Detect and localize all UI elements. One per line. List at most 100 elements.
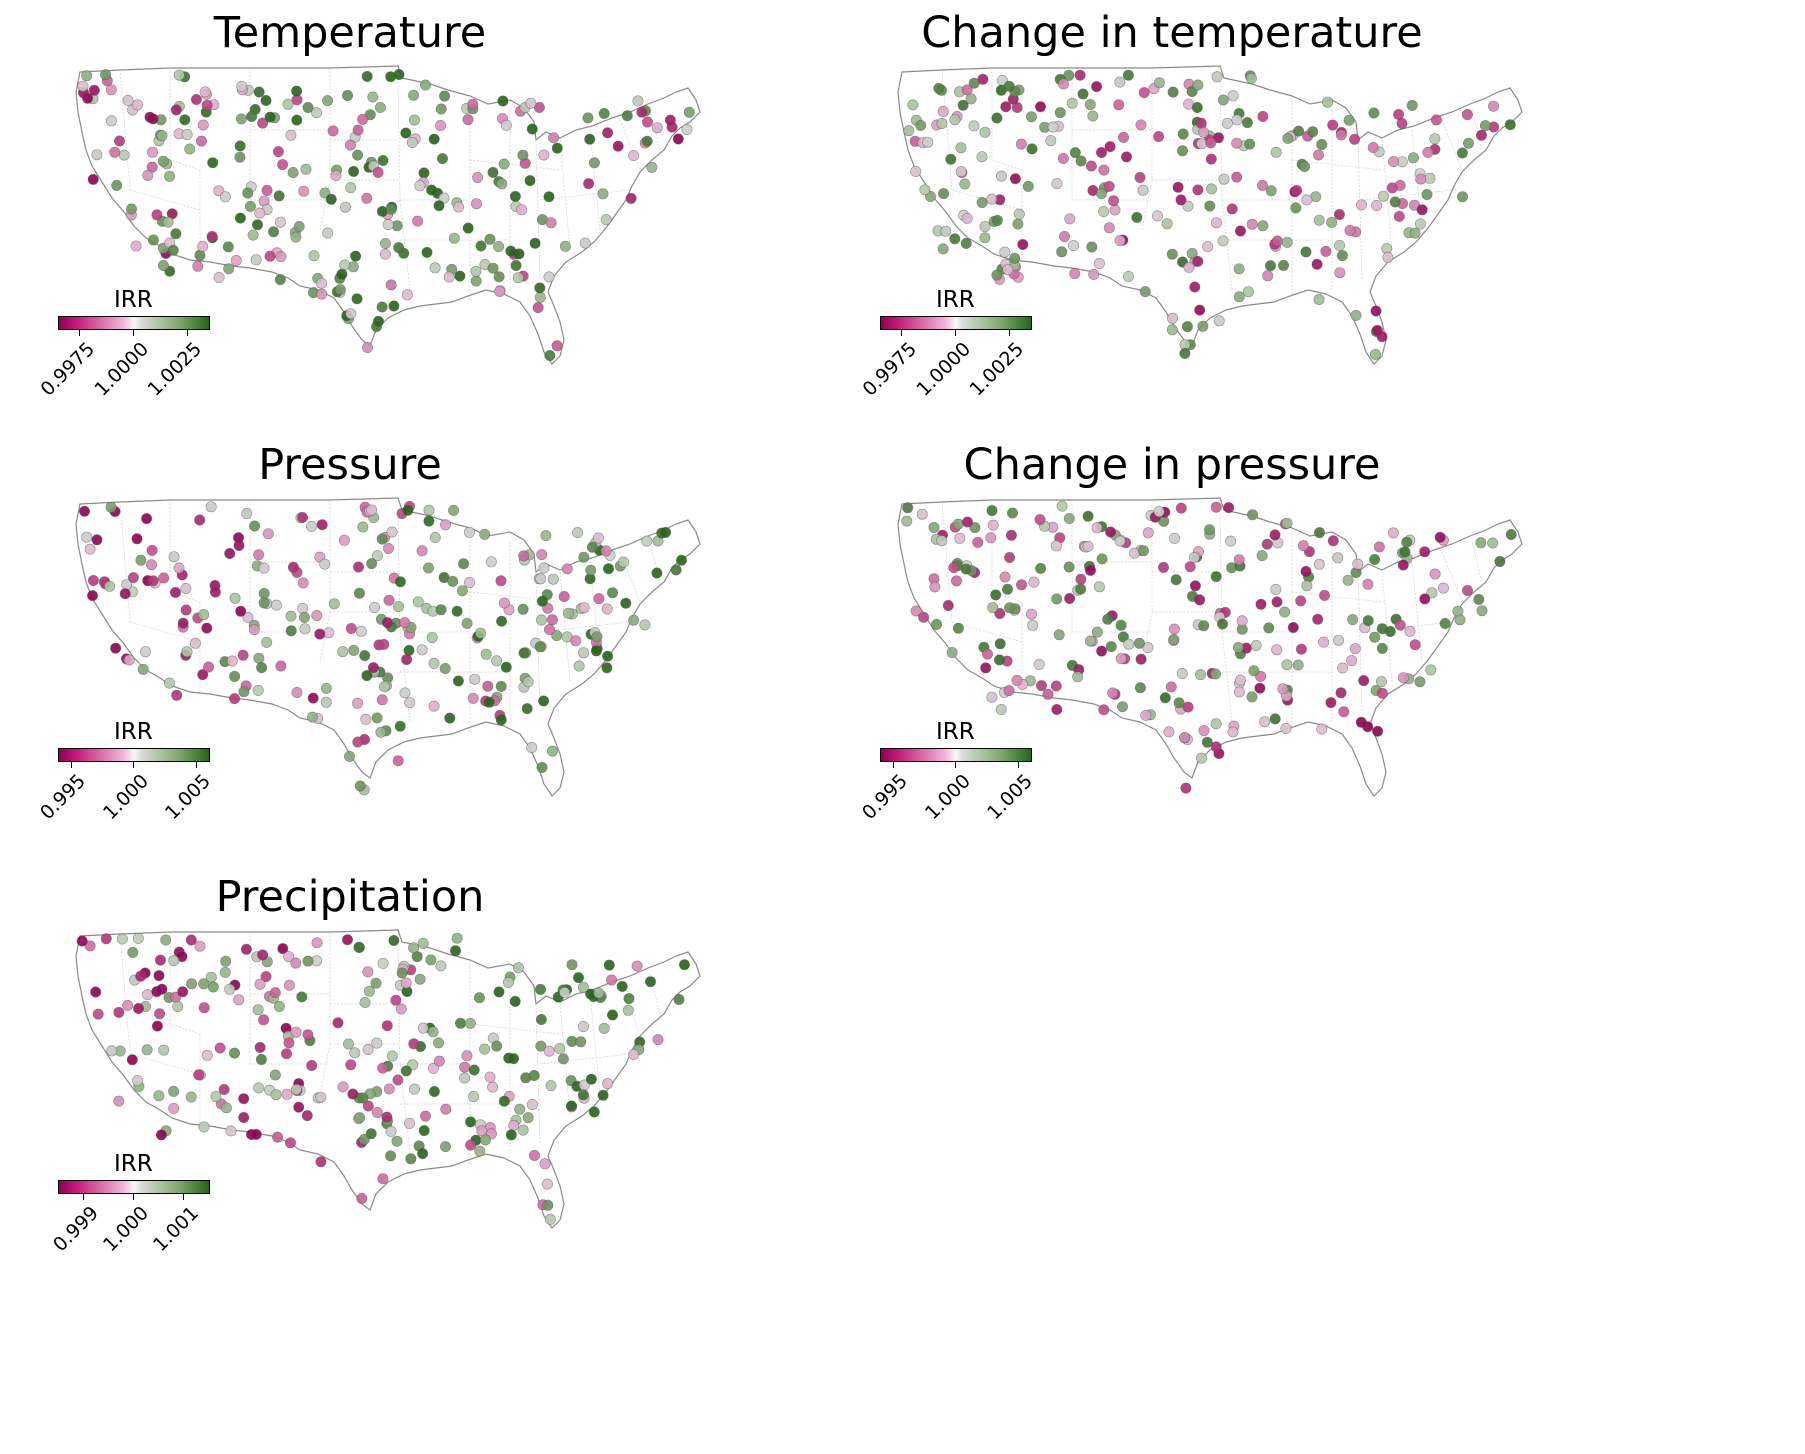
station-point bbox=[451, 932, 463, 944]
station-point bbox=[260, 95, 272, 107]
station-point bbox=[357, 521, 369, 533]
station-point bbox=[435, 960, 447, 972]
station-point bbox=[1473, 593, 1485, 605]
station-point bbox=[302, 1029, 314, 1041]
station-point bbox=[168, 1102, 180, 1114]
station-point bbox=[287, 167, 299, 179]
station-point bbox=[577, 1021, 589, 1033]
station-point bbox=[379, 248, 391, 260]
station-point bbox=[961, 212, 973, 224]
station-point bbox=[234, 151, 246, 163]
station-point bbox=[910, 605, 922, 617]
station-point bbox=[323, 627, 335, 639]
station-point bbox=[247, 229, 259, 241]
station-point bbox=[1248, 665, 1260, 677]
station-point bbox=[416, 644, 428, 656]
station-point bbox=[264, 250, 276, 262]
station-point bbox=[439, 90, 451, 102]
station-point bbox=[1227, 726, 1239, 738]
station-point bbox=[147, 234, 159, 246]
station-point bbox=[427, 1026, 439, 1038]
station-point bbox=[1322, 96, 1334, 108]
station-point bbox=[936, 118, 948, 130]
station-point bbox=[987, 602, 999, 614]
station-point bbox=[429, 532, 441, 544]
station-point bbox=[238, 686, 250, 698]
station-point bbox=[1233, 291, 1245, 303]
station-point bbox=[1075, 573, 1087, 585]
station-point bbox=[546, 614, 558, 626]
station-point bbox=[517, 603, 529, 615]
station-point bbox=[484, 233, 496, 245]
station-point bbox=[979, 221, 991, 233]
station-point bbox=[516, 204, 528, 216]
station-point bbox=[88, 84, 100, 96]
station-point bbox=[105, 501, 117, 513]
station-point bbox=[1376, 687, 1388, 699]
station-point bbox=[598, 108, 610, 120]
station-point bbox=[1226, 203, 1238, 215]
station-point bbox=[1295, 595, 1307, 607]
station-point bbox=[277, 943, 289, 955]
station-point bbox=[1271, 235, 1283, 247]
station-point bbox=[1009, 252, 1021, 264]
station-point bbox=[681, 124, 693, 136]
station-point bbox=[1093, 581, 1105, 593]
station-point bbox=[991, 112, 1003, 124]
station-point bbox=[355, 625, 367, 637]
station-point bbox=[269, 1069, 281, 1081]
station-point bbox=[987, 519, 999, 531]
station-point bbox=[468, 1064, 480, 1076]
station-point bbox=[535, 614, 547, 626]
station-point bbox=[302, 102, 314, 114]
station-point bbox=[291, 114, 303, 126]
station-point bbox=[400, 127, 412, 139]
station-point bbox=[1134, 172, 1146, 184]
station-point bbox=[1369, 554, 1381, 566]
station-point bbox=[1198, 620, 1210, 632]
station-point bbox=[76, 935, 88, 947]
station-point bbox=[250, 254, 262, 266]
station-point bbox=[592, 532, 604, 544]
station-point bbox=[631, 960, 643, 972]
station-point bbox=[135, 970, 147, 982]
station-point bbox=[473, 992, 485, 1004]
station-point bbox=[542, 1199, 554, 1211]
state-border bbox=[589, 129, 601, 231]
station-point bbox=[1333, 239, 1345, 251]
station-point bbox=[320, 682, 332, 694]
station-point bbox=[1301, 580, 1313, 592]
station-point bbox=[342, 1038, 354, 1050]
station-point bbox=[1095, 147, 1107, 159]
station-point bbox=[361, 341, 373, 353]
station-point bbox=[315, 1156, 327, 1168]
station-point bbox=[588, 157, 600, 169]
station-point bbox=[334, 284, 346, 296]
station-point bbox=[577, 1089, 589, 1101]
state-border bbox=[589, 561, 601, 663]
station-point bbox=[285, 625, 297, 637]
station-point bbox=[1035, 562, 1047, 574]
station-point bbox=[936, 535, 948, 547]
station-point bbox=[1051, 178, 1063, 190]
station-point bbox=[141, 1044, 153, 1056]
station-point bbox=[559, 240, 571, 252]
us-map bbox=[75, 497, 701, 797]
station-point bbox=[952, 518, 964, 530]
station-point bbox=[922, 136, 934, 148]
station-point bbox=[485, 556, 497, 568]
station-point bbox=[903, 125, 915, 137]
station-point bbox=[1369, 631, 1381, 643]
station-point bbox=[237, 649, 249, 661]
station-point bbox=[153, 970, 165, 982]
station-point bbox=[1035, 101, 1047, 113]
station-point bbox=[994, 638, 1006, 650]
station-point bbox=[1269, 529, 1281, 541]
station-point bbox=[1074, 69, 1086, 81]
station-point bbox=[459, 1072, 471, 1084]
station-point bbox=[272, 1131, 284, 1143]
station-point bbox=[1430, 114, 1442, 126]
station-point bbox=[585, 564, 597, 576]
station-point bbox=[1096, 553, 1108, 565]
station-point bbox=[356, 1192, 368, 1204]
